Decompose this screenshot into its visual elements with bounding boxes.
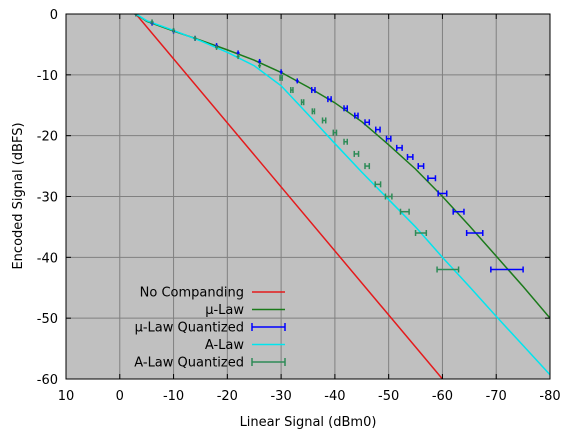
errorbar-point-law-quantized — [406, 153, 414, 160]
errorbar-point-law-quantized — [327, 96, 332, 103]
errorbar-point-a-law-quantized — [150, 19, 154, 25]
x-axis-label: Linear Signal (dBm0) — [240, 415, 377, 430]
errorbar-point-a-law-quantized — [414, 230, 428, 236]
errorbar-point-law-quantized — [427, 175, 437, 182]
grid — [66, 14, 550, 379]
y-tick-label: -50 — [37, 312, 58, 327]
legend-label-law-quantized: μ-Law Quantized — [135, 321, 244, 336]
x-tick-label: -70 — [486, 389, 507, 404]
errorbar-point-a-law-quantized — [134, 14, 138, 17]
series-line-no-companding — [135, 14, 444, 379]
errorbar-point-a-law-quantized — [436, 266, 460, 273]
x-tick-label: -30 — [270, 389, 291, 404]
legend-label-law: μ-Law — [205, 303, 244, 318]
errorbar-point-law-quantized — [343, 105, 349, 112]
x-tick-label: 10 — [58, 389, 75, 404]
series-layer — [134, 14, 550, 379]
axis-ticks: 10 0 -10 -20 -30 -40 -50 -60 -70 -80 0 -10 -20 -30 -40… — [37, 8, 561, 404]
errorbar-point-a-law-quantized — [353, 150, 360, 157]
x-tick-label: -50 — [378, 389, 399, 404]
errorbar-point-law-quantized — [395, 144, 403, 151]
errorbar-point-a-law-quantized — [215, 44, 219, 50]
legend-label-a-law-quantized: A-Law Quantized — [134, 356, 244, 371]
errorbar-point-law-quantized — [465, 230, 484, 236]
y-tick-label: -20 — [37, 130, 58, 145]
errorbar-point-a-law-quantized — [279, 74, 283, 81]
errorbar-point-law-quantized — [354, 112, 359, 119]
errorbar-point-a-law-quantized — [364, 163, 371, 170]
errorbar-point-law-quantized — [490, 266, 524, 273]
x-tick-label: -60 — [432, 389, 453, 404]
errorbar-point-a-law-quantized — [384, 193, 393, 200]
y-tick-label: -30 — [37, 191, 58, 206]
errorbar-point-a-law-quantized — [172, 27, 176, 33]
legend-label-no-companding: No Companding — [140, 286, 244, 301]
errorbar-point-a-law-quantized — [236, 54, 240, 60]
x-tick-label: 0 — [116, 389, 124, 404]
errorbar-point-law-quantized — [364, 119, 371, 126]
errorbar-point-law-quantized — [279, 69, 283, 75]
errorbar-point-a-law-quantized — [332, 129, 338, 136]
errorbar-point-a-law-quantized — [290, 87, 294, 94]
errorbar-point-a-law-quantized — [399, 208, 410, 215]
x-tick-label: -10 — [163, 389, 184, 404]
errorbar-point-a-law-quantized — [193, 35, 197, 41]
errorbar-point-law-quantized — [311, 87, 316, 94]
y-tick-label: -60 — [37, 373, 58, 388]
errorbar-point-law-quantized — [452, 208, 465, 215]
errorbar-point-a-law-quantized — [300, 99, 305, 106]
errorbar-point-law-quantized — [295, 78, 299, 84]
series-line-a-law — [135, 14, 550, 376]
errorbar-point-a-law-quantized — [343, 138, 349, 145]
errorbar-point-a-law-quantized — [311, 108, 316, 115]
errorbar-point-law-quantized — [385, 135, 392, 142]
errorbar-point-a-law-quantized — [374, 181, 382, 188]
x-tick-label: -80 — [539, 389, 560, 404]
y-tick-label: 0 — [50, 8, 58, 23]
legend: No Companding μ-Law μ-Law Quantized A-Law A-… — [134, 286, 286, 371]
errorbar-point-a-law-quantized — [321, 117, 327, 124]
x-tick-label: -40 — [324, 389, 345, 404]
y-tick-label: -10 — [37, 69, 58, 84]
errorbar-point-law-quantized — [375, 126, 381, 133]
y-tick-label: -40 — [37, 251, 58, 266]
errorbar-point-law-quantized — [437, 190, 448, 197]
legend-label-a-law: A-Law — [205, 338, 245, 353]
x-tick-label: -20 — [217, 389, 238, 404]
errorbar-point-law-quantized — [258, 58, 262, 64]
y-axis-label: Encoded Signal (dBFS) — [11, 122, 26, 269]
errorbar-point-law-quantized — [417, 163, 425, 170]
errorbar-point-a-law-quantized — [258, 63, 262, 69]
